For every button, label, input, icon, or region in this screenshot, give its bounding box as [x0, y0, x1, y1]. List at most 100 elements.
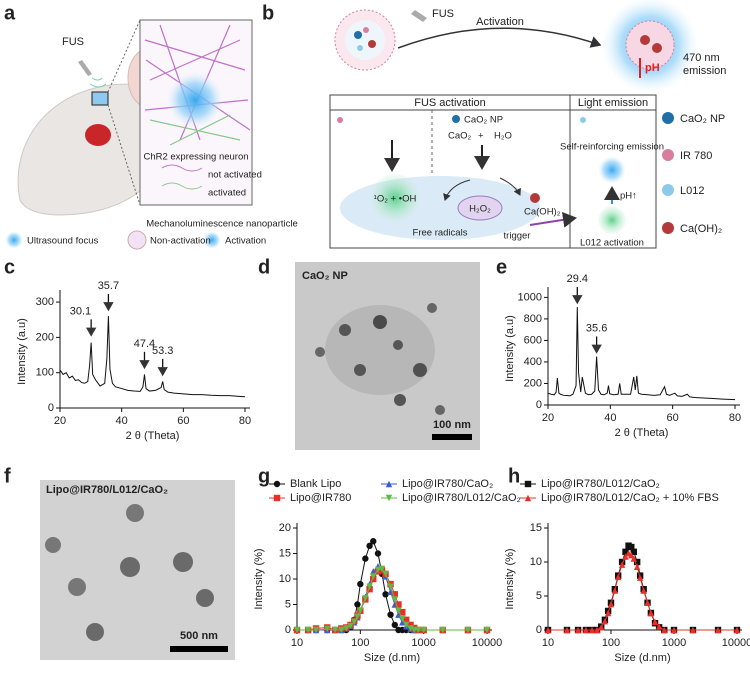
marker [354, 601, 361, 608]
marker [304, 626, 312, 634]
x-tick-label: 10000 [722, 637, 750, 649]
x-tick-label: 60 [667, 412, 679, 424]
marker [362, 555, 369, 562]
tem-image [295, 262, 480, 450]
marker [628, 552, 635, 559]
marker [399, 608, 406, 616]
marker [391, 591, 398, 598]
marker [604, 609, 612, 617]
marker [312, 626, 320, 634]
panel-label: a [4, 2, 16, 24]
legend-label: L012 [680, 185, 704, 197]
marker [733, 626, 741, 634]
x-tick-label: 100 [602, 637, 620, 649]
marker [362, 595, 369, 602]
marker [391, 621, 398, 629]
marker [563, 626, 571, 634]
data-line [297, 569, 487, 631]
marker [385, 480, 393, 488]
x-tick-label: 10000 [472, 637, 503, 649]
label: ChR2 expressing neuron [143, 152, 248, 163]
label: Self-reinforcing emission [560, 142, 664, 153]
marker [544, 626, 552, 634]
legend-label: Lipo@IR780/CaO₂ [402, 478, 493, 490]
label: H₂O [494, 131, 512, 142]
label: trigger [504, 231, 531, 242]
label: activated [208, 188, 246, 199]
y-tick-label: 10 [279, 573, 291, 585]
data-line [297, 568, 487, 631]
marker [382, 591, 389, 598]
marker [611, 587, 619, 594]
label: Activation [476, 16, 524, 28]
marker [403, 616, 410, 623]
marker [622, 553, 629, 560]
marker [661, 626, 668, 634]
x-tick-label: 60 [177, 415, 189, 427]
marker [607, 600, 615, 608]
legend-label: Ca(OH)₂ [680, 223, 722, 235]
marker [293, 626, 301, 634]
y-tick-label: 300 [36, 296, 54, 308]
x-tick-label: 10 [291, 637, 303, 649]
label: L012 activation [580, 238, 644, 249]
label: CaO₂ NP [464, 115, 503, 126]
label: 470 nm [683, 52, 720, 64]
marker [331, 626, 339, 634]
marker [524, 494, 532, 502]
panel-label: d [258, 256, 270, 278]
marker [420, 626, 427, 634]
marker [593, 626, 601, 634]
marker [357, 580, 364, 588]
marker [647, 609, 655, 617]
marker [343, 625, 350, 632]
marker [347, 622, 354, 630]
y-tick-label: 200 [524, 377, 542, 389]
legend-label: Blank Lipo [290, 478, 341, 490]
y-tick-label: 15 [279, 547, 291, 559]
data-line [547, 307, 736, 401]
marker [350, 618, 358, 626]
y-tick-label: 100 [36, 367, 54, 379]
marker [357, 607, 364, 614]
label: pH [645, 62, 660, 74]
marker [338, 626, 345, 634]
marker [370, 573, 377, 580]
marker [636, 574, 644, 581]
y-axis-label: Intensity (%) [253, 548, 265, 609]
x-axis-label: Size (d.nm) [614, 652, 670, 664]
label: pH↑ [620, 191, 637, 202]
image-label: Lipo@IR780/L012/CaO₂ [46, 484, 168, 496]
marker [618, 561, 626, 568]
marker [395, 601, 402, 608]
marker [391, 596, 398, 603]
y-tick-label: 5 [536, 590, 542, 602]
marker [395, 607, 402, 614]
marker [622, 548, 629, 555]
marker [640, 587, 647, 594]
legend-label: Lipo@IR780/L012/CaO₂ [402, 492, 521, 504]
x-axis-label: Size (d.nm) [364, 652, 420, 664]
marker [370, 538, 377, 545]
x-tick-label: 100 [351, 637, 369, 649]
label: emission [683, 65, 726, 77]
marker [387, 611, 394, 618]
x-tick-label: 40 [604, 412, 616, 424]
data-line [59, 316, 246, 398]
y-tick-label: 1000 [518, 291, 542, 303]
marker [582, 626, 590, 634]
label: ¹O₂ + •OH [374, 194, 417, 205]
label: Free radicals [413, 228, 468, 239]
x-tick-label: 80 [239, 415, 251, 427]
tem-image [40, 480, 235, 660]
y-tick-label: 0 [536, 399, 542, 411]
image-label: CaO₂ NP [302, 270, 348, 282]
y-tick-label: 15 [530, 522, 542, 534]
marker [714, 626, 722, 634]
marker [407, 621, 414, 629]
marker [464, 626, 472, 634]
marker [633, 563, 641, 570]
panel-label: e [496, 256, 507, 278]
x-tick-label: 10 [542, 637, 554, 649]
marker [378, 565, 386, 572]
